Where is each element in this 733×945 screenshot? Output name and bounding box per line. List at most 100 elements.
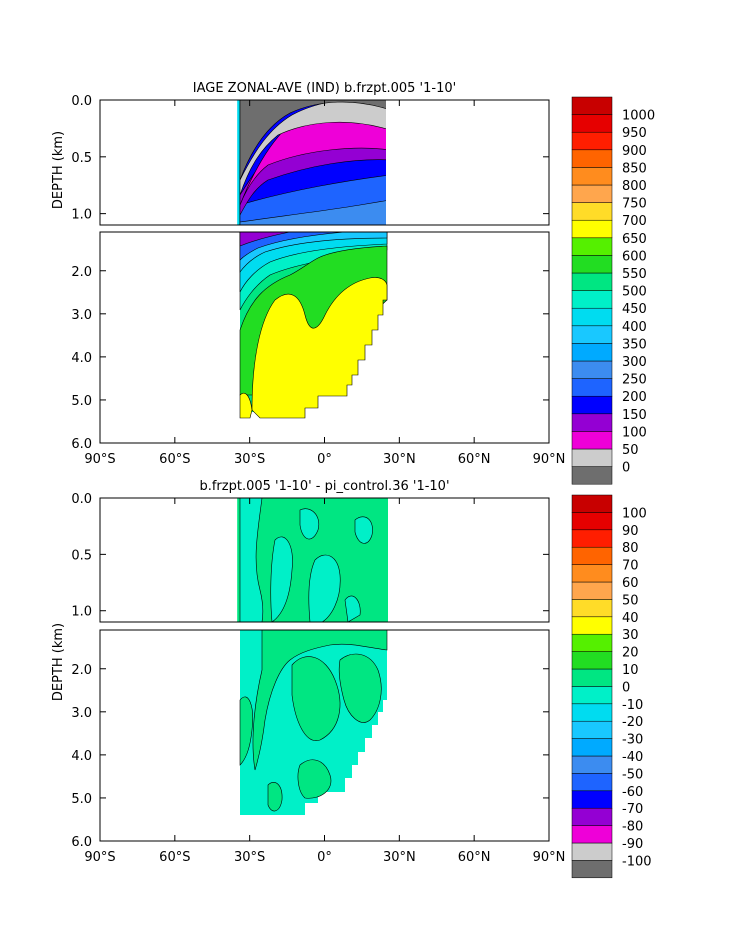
colorbar-swatch [571, 825, 613, 844]
colorbar-swatch [571, 581, 613, 600]
colorbar-label: 900 [622, 144, 647, 159]
colorbar-swatch [571, 529, 613, 548]
colorbar-swatch [571, 738, 613, 757]
y-tick-label: 5.0 [71, 792, 92, 807]
colorbar-label: 300 [622, 355, 647, 370]
colorbar-label: -60 [622, 785, 643, 800]
colorbar-swatch [571, 668, 613, 687]
colorbar-label: 50 [622, 593, 639, 608]
y-tick-label: 0.0 [71, 94, 92, 109]
colorbar-swatch [571, 413, 613, 432]
colorbar-swatch [571, 255, 613, 274]
band-650-corner [239, 392, 253, 419]
y-tick-label: 4.0 [71, 749, 92, 764]
colorbar-swatch [571, 431, 613, 450]
colorbar-label: 60 [622, 576, 639, 591]
x-tick-label: 30°S [234, 452, 265, 467]
colorbar-label: -80 [622, 820, 643, 835]
y-tick-label: 6.0 [71, 437, 92, 452]
x-tick-label: 30°N [383, 452, 416, 467]
x-tick-label: 90°S [84, 850, 115, 865]
colorbar-label: 150 [622, 408, 647, 423]
y-tick-label: 6.0 [71, 835, 92, 850]
colorbar-swatch [571, 114, 613, 133]
colorbar-swatch [571, 755, 613, 774]
colorbar-label: -30 [622, 733, 643, 748]
x-tick-label: 90°N [533, 452, 566, 467]
x-tick-label: 30°S [234, 850, 265, 865]
colorbar-label: 750 [622, 197, 647, 212]
colorbar-swatch [571, 616, 613, 635]
colorbar-swatch [571, 564, 613, 583]
colorbar-swatch [571, 860, 613, 879]
colorbar-swatch [571, 167, 613, 186]
colorbar-swatch [571, 325, 613, 344]
colorbar-label: 800 [622, 179, 647, 194]
colorbar-label: 30 [622, 628, 639, 643]
colorbar-swatch [571, 466, 613, 485]
field-top [237, 100, 549, 225]
chart-title: b.frzpt.005 '1-10' - pi_control.36 '1-10… [199, 479, 449, 494]
y-tick-label: 0.5 [71, 151, 92, 166]
y-axis-label: DEPTH (km) [51, 623, 66, 701]
x-tick-label: 60°S [159, 850, 190, 865]
colorbar-swatch [571, 343, 613, 362]
colorbar-swatch [571, 202, 613, 221]
colorbar-label: 850 [622, 161, 647, 176]
colorbar-swatch [571, 272, 613, 291]
colorbar-label: 80 [622, 541, 639, 556]
colorbar-label: 90 [622, 524, 639, 539]
colorbar-swatch [571, 378, 613, 397]
positive-region-bottom-2 [338, 653, 382, 723]
colorbar-label: 350 [622, 337, 647, 352]
negative-region-top-4 [344, 595, 361, 622]
colorbar-swatch [571, 773, 613, 792]
colorbar-label: 0 [622, 461, 630, 476]
colorbar-swatch [571, 651, 613, 670]
positive-region-bottom-1 [291, 656, 341, 741]
colorbar-label: 450 [622, 302, 647, 317]
colorbar-swatch [571, 720, 613, 739]
positive-region-bottom-3 [239, 696, 253, 766]
colorbar-label: 100 [622, 425, 647, 440]
upper-chart: IAGE ZONAL-AVE (IND) b.frzpt.005 '1-10' 0… [51, 81, 655, 485]
band-300b [239, 232, 346, 261]
field-bottom [239, 232, 388, 419]
y-tick-label: 0.0 [71, 492, 92, 507]
colorbar-swatch [571, 599, 613, 618]
colorbar-label: 10 [622, 663, 639, 678]
colorbar-label: -20 [622, 715, 643, 730]
colorbar-label: 0 [622, 680, 630, 695]
negative-region-top-0 [239, 498, 264, 622]
colorbar-swatch [571, 512, 613, 531]
y-tick-label: 3.0 [71, 308, 92, 323]
x-tick-label: 30°N [383, 850, 416, 865]
colorbar-label: -90 [622, 837, 643, 852]
colorbar-swatch [571, 448, 613, 467]
y-tick-label: 3.0 [71, 706, 92, 721]
colorbar-label: 200 [622, 390, 647, 405]
colorbar-swatch [571, 131, 613, 151]
colorbar-swatch [571, 219, 613, 239]
band-650 [251, 277, 388, 419]
no-data-top [388, 498, 549, 622]
negative-region-top-5 [354, 516, 373, 544]
colorbar-swatch [571, 395, 613, 415]
colorbar-swatch [571, 494, 613, 513]
colorbar-swatch [571, 703, 613, 722]
positive-region-bottom-4 [297, 759, 332, 799]
colorbar-swatch [571, 149, 613, 168]
colorbar-label: 950 [622, 126, 647, 141]
colorbar-swatch [571, 307, 613, 327]
colorbar-swatch [571, 807, 613, 826]
colorbar-label: 700 [622, 214, 647, 229]
colorbar-label: 20 [622, 646, 639, 661]
colorbar-swatch [571, 237, 613, 256]
y-tick-label: 2.0 [71, 265, 92, 280]
negative-region-top-3 [308, 554, 341, 622]
colorbar-label: 50 [622, 443, 639, 458]
colorbar-swatch [571, 96, 613, 115]
colorbar-label: 1000 [622, 109, 655, 124]
colorbar-label: 400 [622, 320, 647, 335]
y-tick-label: 1.0 [71, 605, 92, 620]
